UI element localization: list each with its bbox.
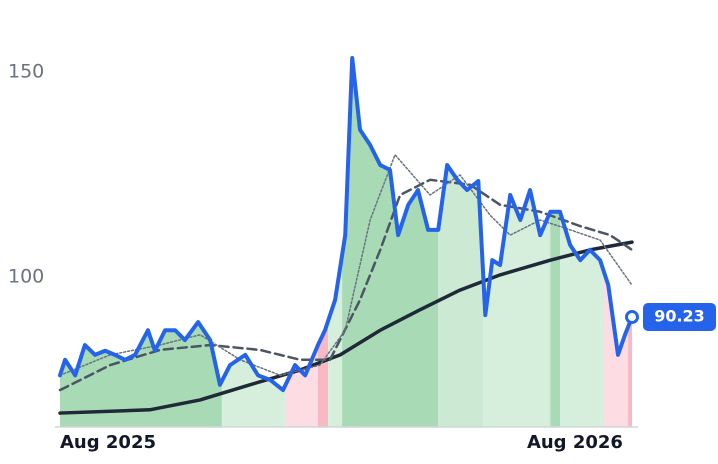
region-area bbox=[317, 320, 329, 427]
last-value-label: 90.23 bbox=[654, 307, 705, 326]
price-line bbox=[58, 56, 634, 393]
moving-average bbox=[58, 240, 634, 415]
region-area bbox=[483, 190, 551, 427]
region-area bbox=[342, 58, 439, 427]
last-value-badge bbox=[643, 303, 716, 332]
x-tick-label: Aug 2025 bbox=[60, 432, 156, 453]
region-area bbox=[328, 255, 343, 427]
region-area bbox=[438, 165, 484, 427]
y-tick-label: 150 bbox=[8, 60, 44, 82]
region-area bbox=[628, 317, 632, 427]
region-area bbox=[221, 354, 285, 427]
moving-average bbox=[58, 178, 634, 392]
region-area bbox=[560, 211, 604, 427]
last-point bbox=[625, 310, 639, 325]
y-tick-label: 100 bbox=[8, 265, 44, 287]
x-tick-label: Aug 2026 bbox=[527, 432, 623, 453]
region-area bbox=[550, 211, 561, 427]
